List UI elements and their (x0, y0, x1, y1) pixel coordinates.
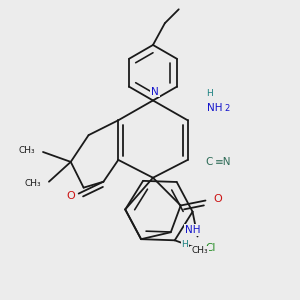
Text: C: C (206, 157, 213, 167)
Text: NH: NH (185, 225, 200, 235)
Text: CH₃: CH₃ (191, 246, 208, 255)
Text: H: H (206, 89, 213, 98)
Text: ≡N: ≡N (214, 157, 231, 167)
Text: CH₃: CH₃ (18, 146, 35, 154)
Text: H: H (181, 240, 188, 249)
Text: NH: NH (208, 103, 223, 113)
Text: 2: 2 (224, 104, 230, 113)
Text: CH₃: CH₃ (24, 179, 41, 188)
Text: O: O (213, 194, 222, 203)
Text: Cl: Cl (205, 243, 216, 253)
Text: N: N (151, 86, 159, 97)
Text: O: O (66, 190, 75, 201)
